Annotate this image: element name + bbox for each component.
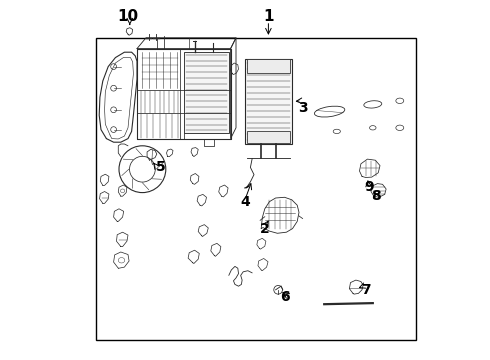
Bar [245, 59, 292, 144]
Text: 3: 3 [298, 101, 307, 115]
Text: 6: 6 [280, 290, 290, 304]
Text: 8: 8 [371, 189, 381, 203]
Bar [96, 38, 416, 340]
Text: 1: 1 [263, 9, 273, 24]
Text: 5: 5 [155, 161, 165, 174]
Text: 4: 4 [240, 195, 250, 208]
Bar [184, 52, 229, 133]
Bar [247, 131, 290, 143]
Text: 10: 10 [118, 9, 139, 24]
Bar [247, 59, 290, 73]
Text: 7: 7 [361, 283, 370, 297]
Text: 2: 2 [260, 222, 270, 235]
Text: 9: 9 [365, 180, 374, 194]
